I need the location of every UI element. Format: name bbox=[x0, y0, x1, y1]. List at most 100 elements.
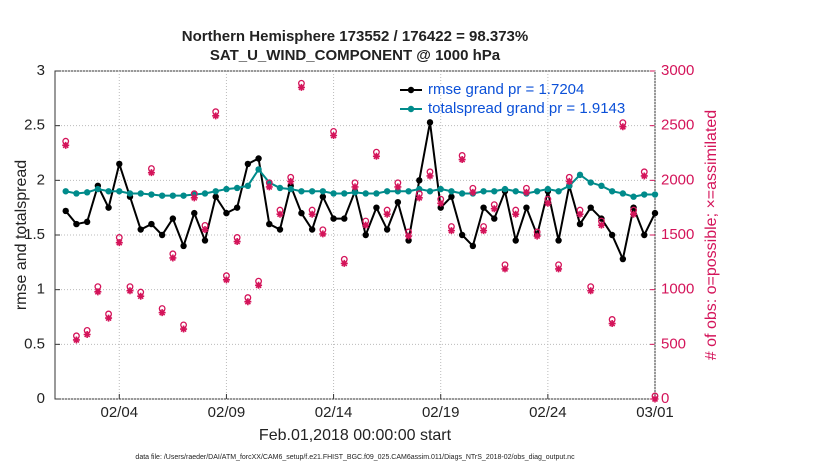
point bbox=[169, 254, 177, 262]
legend-marker bbox=[407, 86, 415, 94]
point bbox=[383, 188, 391, 195]
point bbox=[405, 232, 413, 240]
point bbox=[137, 292, 145, 300]
y-tick-label: 2 bbox=[37, 171, 45, 188]
point bbox=[276, 226, 284, 233]
point bbox=[437, 204, 444, 211]
y2-tick-label: 3000 bbox=[661, 62, 694, 79]
point bbox=[480, 188, 487, 195]
point bbox=[383, 226, 391, 233]
point bbox=[341, 215, 348, 222]
point bbox=[641, 191, 648, 198]
point bbox=[426, 188, 434, 195]
point bbox=[298, 209, 305, 217]
point bbox=[137, 190, 144, 197]
point bbox=[651, 209, 659, 217]
y2-tick-label: 1000 bbox=[661, 281, 694, 298]
point bbox=[619, 190, 627, 197]
y2-tick-label: 2500 bbox=[661, 117, 694, 134]
point bbox=[94, 185, 102, 193]
point bbox=[233, 204, 241, 211]
x-tick-label: 03/01 bbox=[636, 404, 674, 421]
x-tick-label: 02/24 bbox=[529, 404, 567, 421]
point bbox=[566, 182, 573, 189]
point bbox=[630, 193, 637, 200]
point bbox=[608, 188, 616, 195]
point bbox=[437, 185, 444, 193]
point bbox=[265, 183, 273, 191]
point bbox=[147, 169, 155, 177]
point bbox=[73, 220, 80, 228]
point bbox=[480, 227, 488, 235]
point bbox=[244, 182, 252, 189]
point bbox=[319, 193, 327, 200]
point bbox=[105, 204, 112, 211]
point bbox=[116, 160, 123, 168]
point bbox=[491, 188, 498, 195]
point bbox=[362, 221, 370, 229]
point bbox=[501, 185, 509, 193]
point bbox=[576, 171, 584, 179]
point bbox=[544, 199, 552, 207]
point bbox=[255, 281, 263, 289]
y-tick-label: 2.5 bbox=[24, 117, 45, 134]
point bbox=[148, 220, 155, 228]
point bbox=[469, 242, 477, 250]
point bbox=[126, 190, 134, 197]
point bbox=[62, 207, 69, 215]
x-tick-label: 02/19 bbox=[422, 404, 460, 421]
point bbox=[448, 193, 455, 200]
y-axis-label: rmse and totalspread bbox=[13, 160, 30, 310]
y-tick-label: 0 bbox=[37, 390, 45, 407]
point bbox=[458, 190, 466, 197]
legend-label: totalspread grand pr = 1.9143 bbox=[428, 100, 625, 117]
point bbox=[201, 190, 209, 197]
point bbox=[469, 188, 477, 196]
y2-tick-label: 500 bbox=[661, 335, 686, 352]
point bbox=[405, 237, 412, 244]
point bbox=[212, 112, 220, 120]
point bbox=[287, 185, 294, 193]
point bbox=[137, 226, 144, 233]
y-tick-label: 3 bbox=[37, 62, 45, 79]
x-axis-label: Feb.01,2018 00:00:00 start bbox=[259, 427, 452, 444]
point bbox=[619, 255, 627, 263]
x-tick-label: 02/04 bbox=[101, 404, 139, 421]
y-tick-label: 1 bbox=[37, 281, 45, 298]
point bbox=[651, 191, 659, 198]
point bbox=[83, 330, 91, 338]
point bbox=[373, 204, 380, 211]
point bbox=[555, 188, 562, 195]
point bbox=[416, 177, 423, 184]
point bbox=[94, 288, 102, 296]
point bbox=[351, 189, 359, 196]
point bbox=[72, 336, 80, 344]
point bbox=[426, 119, 434, 126]
point bbox=[480, 204, 487, 211]
point bbox=[287, 177, 295, 185]
point bbox=[330, 190, 337, 197]
point bbox=[597, 221, 605, 229]
point bbox=[308, 226, 316, 233]
point bbox=[244, 298, 252, 306]
point bbox=[587, 204, 594, 211]
point bbox=[533, 232, 541, 240]
point bbox=[394, 199, 402, 206]
point bbox=[276, 210, 284, 218]
point bbox=[340, 259, 348, 267]
point bbox=[233, 238, 241, 246]
point bbox=[83, 218, 91, 226]
point bbox=[73, 190, 80, 197]
point bbox=[362, 231, 369, 239]
point bbox=[458, 231, 466, 239]
point bbox=[394, 183, 402, 191]
point bbox=[276, 184, 284, 192]
y2-tick-label: 2000 bbox=[661, 171, 694, 188]
point bbox=[180, 325, 188, 333]
point bbox=[244, 160, 252, 168]
point bbox=[555, 265, 563, 273]
series-line bbox=[64, 122, 656, 263]
legend-label: rmse grand pr = 1.7204 bbox=[428, 81, 584, 98]
point bbox=[512, 210, 520, 218]
